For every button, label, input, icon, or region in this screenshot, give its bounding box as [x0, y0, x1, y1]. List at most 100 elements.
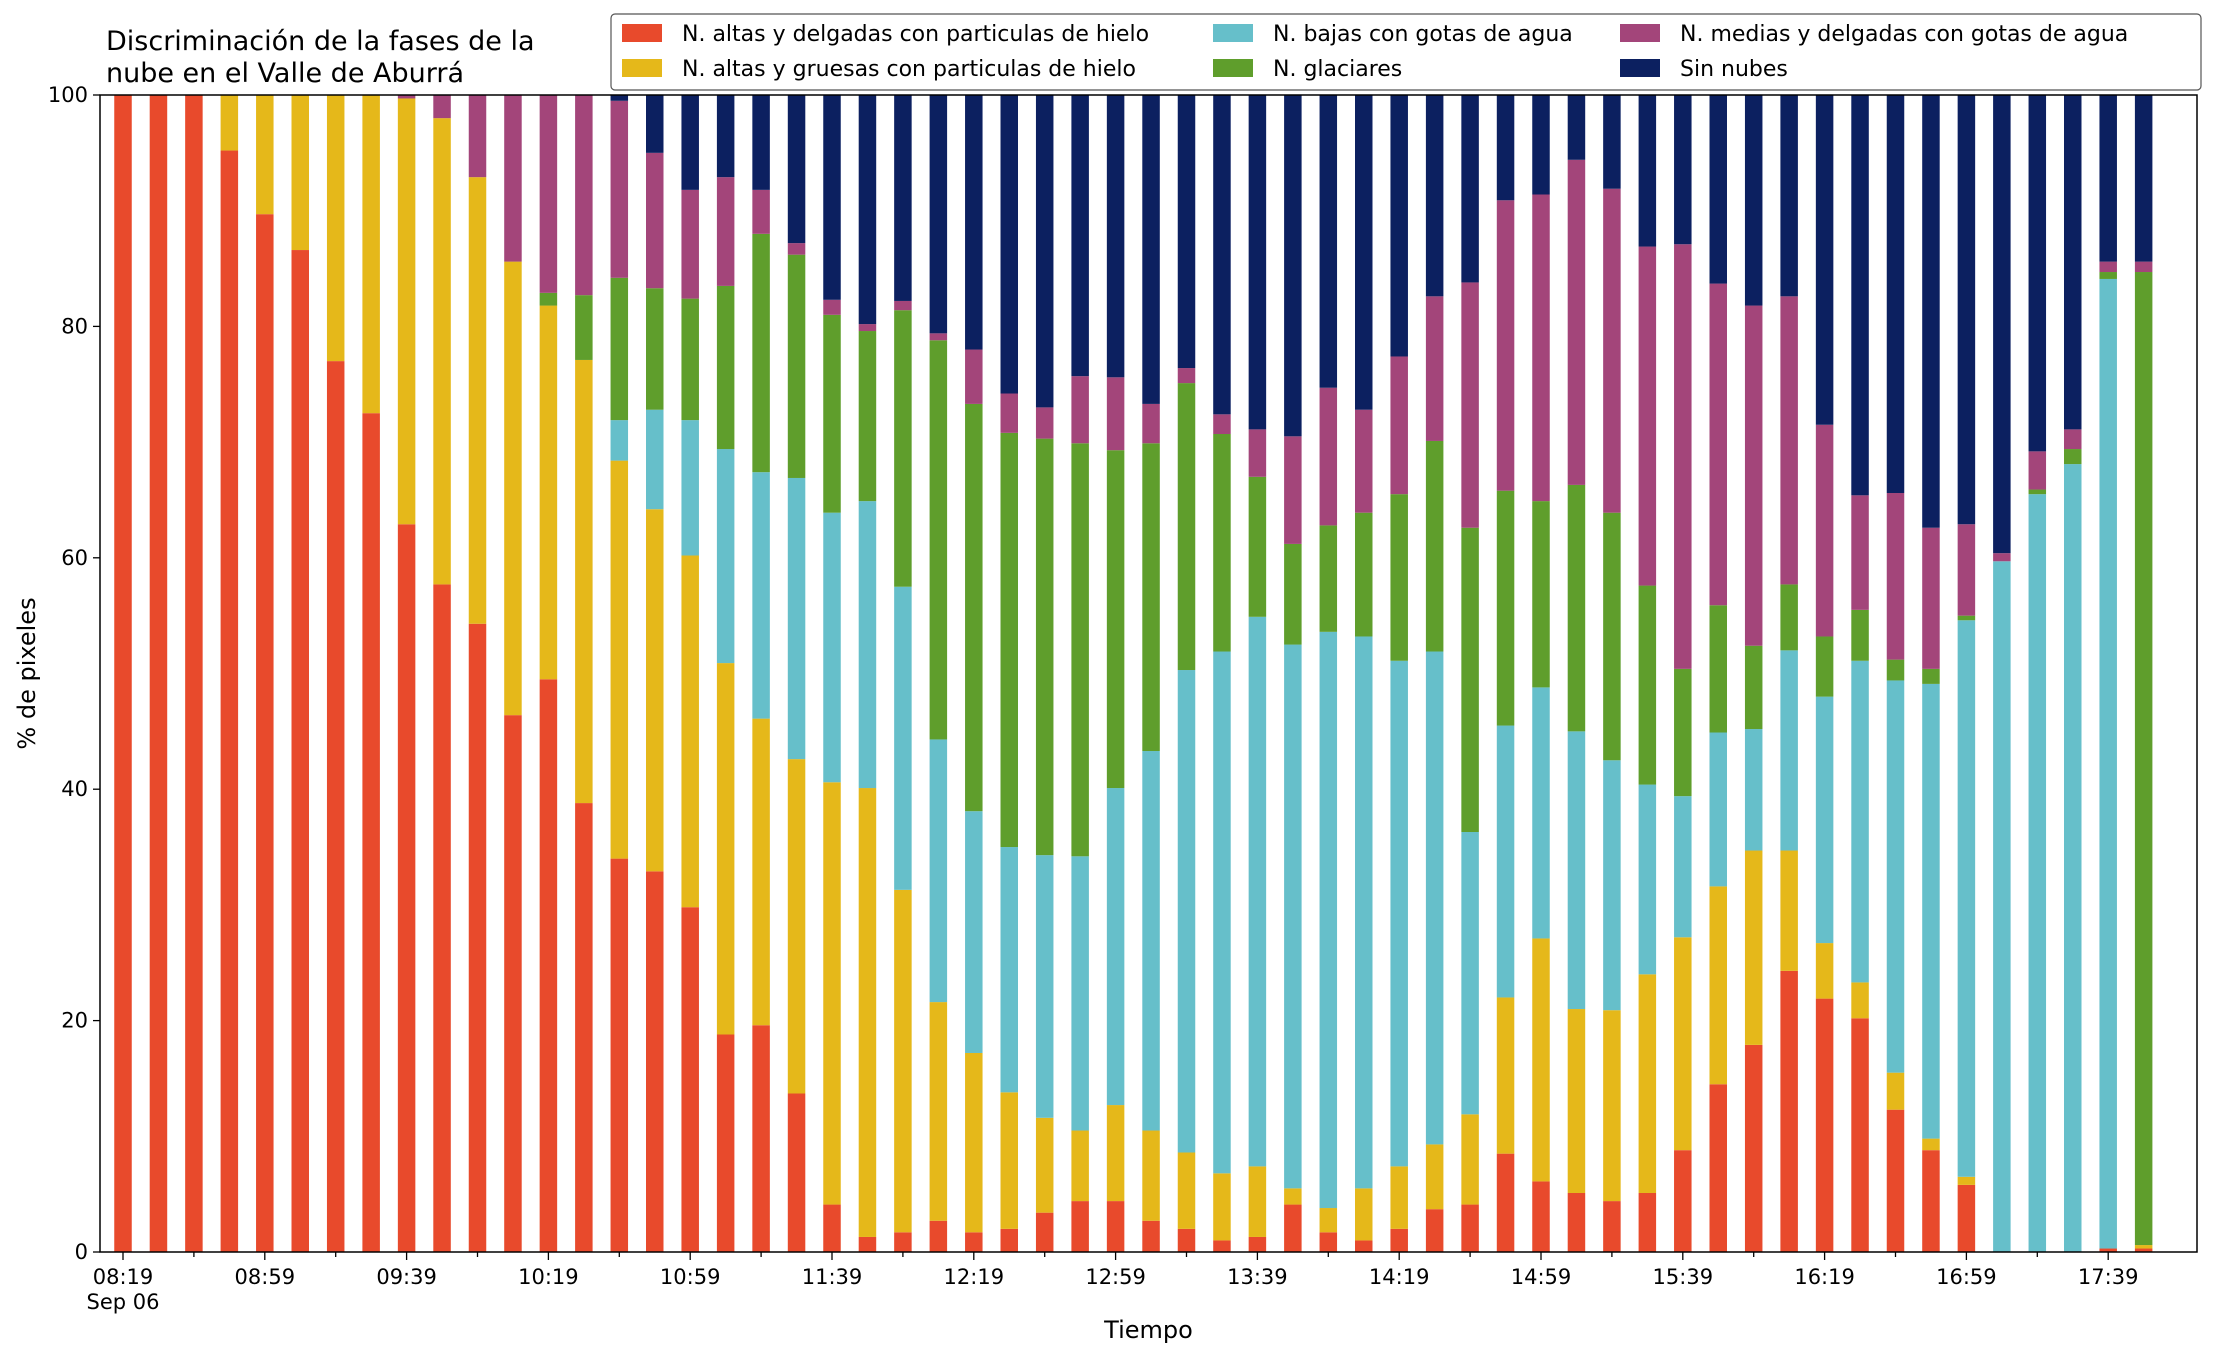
- bar-segment-s3-18: [752, 233, 770, 473]
- bar-segment-s0-51: [1922, 1150, 1940, 1252]
- bar-segment-s0-8: [397, 524, 416, 1252]
- bar-segment-s1-38: [1461, 1114, 1479, 1205]
- y-tick-label: 0: [75, 1240, 88, 1264]
- bar-segment-s4-14: [610, 100, 629, 278]
- bar-segment-s5-18: [752, 95, 770, 190]
- y-tick-label: 80: [61, 314, 88, 338]
- bar-segment-s1-10: [468, 177, 487, 624]
- bar-segment-s0-20: [823, 1204, 841, 1252]
- bar-segment-s5-53: [1993, 95, 2011, 554]
- bar-segment-s2-56: [2099, 278, 2117, 1249]
- bar-segment-s0-6: [326, 361, 345, 1252]
- bar-segment-s3-32: [1248, 476, 1267, 617]
- bar-series-group: [114, 95, 2153, 1253]
- bar-segment-s5-39: [1496, 95, 1515, 201]
- x-tick-label: 14:59: [1511, 1265, 1572, 1289]
- bar-segment-s3-55: [2064, 449, 2082, 465]
- bar-segment-s0-15: [646, 871, 664, 1252]
- bar-segment-s1-41: [1567, 1009, 1586, 1193]
- bar-segment-s3-41: [1567, 484, 1586, 732]
- bar-segment-s1-33: [1284, 1188, 1302, 1205]
- bar-segment-s3-39: [1496, 490, 1515, 726]
- bar-segment-s4-26: [1035, 407, 1054, 439]
- chart-legend: N. altas y delgadas con particulas de hi…: [610, 13, 2202, 91]
- bar-segment-s5-21: [858, 95, 877, 325]
- bar-segment-s0-11: [504, 715, 522, 1252]
- bar-segment-s1-5: [291, 95, 309, 251]
- chart-title: Discriminación de la fases de la nube en…: [106, 26, 535, 89]
- bar-segment-s1-14: [610, 460, 629, 859]
- y-tick-label: 40: [61, 777, 88, 801]
- bar-segment-s4-15: [646, 152, 664, 289]
- bar-segment-s2-37: [1425, 651, 1444, 1145]
- bar-segment-s3-15: [646, 288, 664, 410]
- bar-segment-s0-26: [1035, 1212, 1054, 1252]
- bar-segment-s4-30: [1177, 368, 1196, 384]
- bar-segment-s4-40: [1532, 194, 1550, 502]
- x-tick-label: 09:39: [376, 1265, 437, 1289]
- bar-segment-s5-50: [1886, 95, 1905, 494]
- bar-segment-s2-45: [1709, 732, 1727, 887]
- bar-segment-s0-38: [1461, 1204, 1479, 1252]
- bar-segment-s1-36: [1390, 1166, 1408, 1229]
- x-tick-label: 12:59: [1085, 1265, 1146, 1289]
- bar-segment-s1-49: [1851, 982, 1869, 1019]
- bar-segment-s3-42: [1603, 512, 1621, 761]
- bar-segment-s4-35: [1355, 409, 1373, 513]
- x-tick-label: 16:19: [1794, 1265, 1855, 1289]
- bar-segment-s0-16: [681, 907, 699, 1252]
- bar-segment-s2-43: [1638, 784, 1657, 975]
- bar-segment-s0-56: [2099, 1248, 2117, 1252]
- bar-segment-s1-7: [362, 95, 380, 414]
- x-tick-label: 10:59: [660, 1265, 721, 1289]
- bar-segment-s0-57: [2134, 1248, 2153, 1252]
- bar-segment-s3-48: [1815, 636, 1834, 697]
- bar-segment-s4-48: [1815, 424, 1834, 637]
- bar-segment-s5-25: [1000, 95, 1018, 394]
- bar-segment-s1-6: [326, 95, 345, 362]
- bar-segment-s1-16: [681, 555, 699, 908]
- bar-segment-s2-14: [610, 420, 629, 461]
- bar-segment-s0-45: [1709, 1084, 1727, 1252]
- bar-segment-s2-21: [858, 501, 877, 789]
- bar-segment-s1-17: [716, 663, 735, 1035]
- bar-segment-s3-13: [575, 295, 593, 360]
- bar-segment-s4-42: [1603, 188, 1621, 513]
- bar-segment-s4-54: [2028, 451, 2047, 490]
- bar-segment-s2-22: [894, 586, 912, 890]
- legend-label: N. medias y delgadas con gotas de agua: [1680, 22, 2128, 47]
- bar-segment-s4-21: [858, 324, 877, 332]
- bar-segment-s4-57: [2134, 261, 2153, 273]
- bar-segment-s2-29: [1142, 751, 1160, 1131]
- bar-segment-s3-29: [1142, 443, 1160, 752]
- bar-segment-s0-1: [149, 95, 168, 1252]
- bar-segment-s0-3: [220, 150, 239, 1252]
- bar-segment-s2-33: [1284, 644, 1302, 1189]
- bar-segment-s0-24: [965, 1232, 983, 1252]
- bar-segment-s4-37: [1425, 296, 1444, 441]
- bar-segment-s2-24: [965, 811, 983, 1053]
- legend-swatch: [1620, 59, 1660, 77]
- plot-area-frame: [99, 94, 2198, 1253]
- bar-segment-s5-44: [1674, 95, 1692, 245]
- bar-segment-s1-26: [1035, 1117, 1054, 1213]
- bar-segment-s4-10: [468, 95, 487, 178]
- bar-segment-s5-16: [681, 95, 699, 190]
- x-tick-label: 08:19: [93, 1265, 154, 1289]
- bar-segment-s4-18: [752, 189, 770, 234]
- bar-segment-s1-57: [2134, 1245, 2153, 1249]
- bar-segment-s1-13: [575, 359, 593, 804]
- bar-segment-s4-43: [1638, 246, 1657, 586]
- bar-segment-s1-47: [1780, 850, 1798, 971]
- x-tick-label: 10:19: [518, 1265, 579, 1289]
- bar-segment-s4-24: [965, 349, 983, 404]
- bar-segment-s5-32: [1248, 95, 1267, 430]
- bar-segment-s5-42: [1603, 95, 1621, 189]
- bar-segment-s4-28: [1106, 377, 1125, 451]
- x-tick-label: 16:59: [1936, 1265, 1997, 1289]
- legend-label: Sin nubes: [1680, 57, 1788, 82]
- x-tick-label: 17:39: [2078, 1265, 2139, 1289]
- bar-segment-s2-53: [1993, 561, 2011, 1252]
- bar-segment-s5-35: [1355, 95, 1373, 410]
